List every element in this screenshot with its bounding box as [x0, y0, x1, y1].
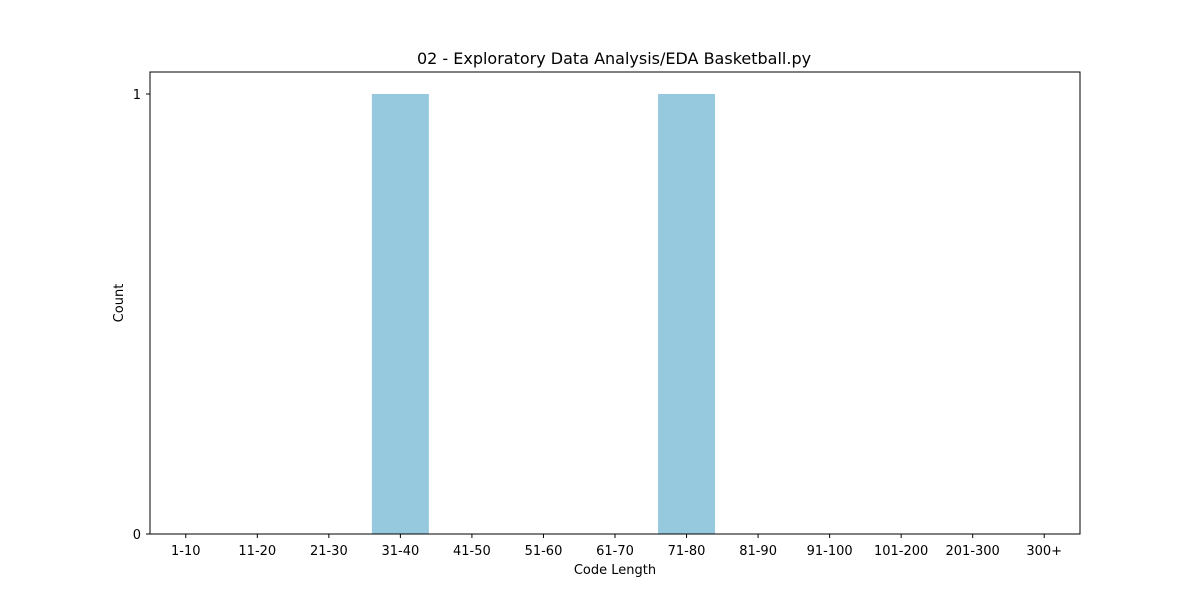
x-tick-label: 201-300: [946, 544, 1000, 559]
plot-frame: [149, 71, 1081, 535]
x-tick-label: 91-100: [807, 544, 853, 559]
x-tick-label: 51-60: [525, 544, 563, 559]
x-tick-label: 300+: [1026, 544, 1062, 559]
y-axis-label: Count: [112, 284, 127, 323]
y-tick-label: 1: [133, 88, 141, 103]
x-tick-label: 31-40: [381, 544, 419, 559]
x-tick-label: 21-30: [310, 544, 348, 559]
chart-title: 02 - Exploratory Data Analysis/EDA Baske…: [417, 49, 811, 68]
x-tick-label: 71-80: [668, 544, 706, 559]
y-tick-label: 0: [133, 528, 141, 543]
bar-31-40: [371, 94, 429, 534]
x-tick-label: 61-70: [596, 544, 634, 559]
ticks-layer: 1-10 11-20 21-30 31-40 41-50 51-60 61-70 71-80 8…: [133, 88, 1062, 559]
x-tick-label: 101-200: [874, 544, 928, 559]
bars-layer: [371, 94, 716, 534]
x-axis-label: Code Length: [574, 563, 656, 578]
x-tick-label: 81-90: [739, 544, 777, 559]
x-tick-label: 1-10: [171, 544, 201, 559]
x-tick-label: 41-50: [453, 544, 491, 559]
bar-71-80: [658, 94, 716, 534]
x-tick-label: 11-20: [238, 544, 276, 559]
